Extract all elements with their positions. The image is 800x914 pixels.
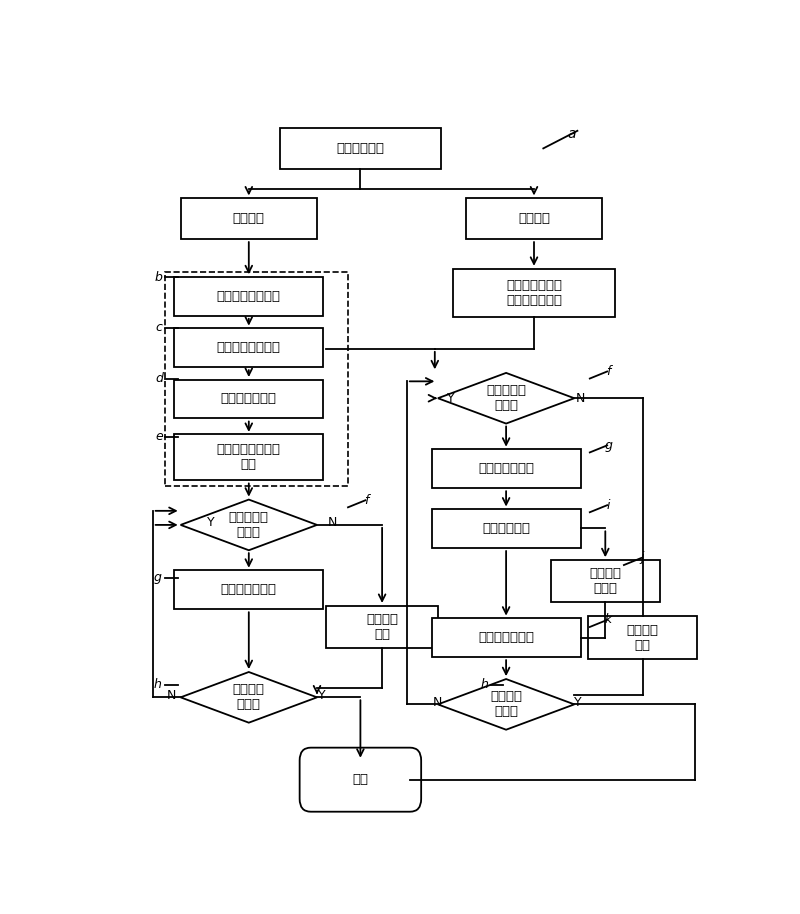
Text: 弹出错误
提示: 弹出错误 提示 <box>626 623 658 652</box>
Text: 停止键是
否按下: 停止键是 否按下 <box>233 684 265 711</box>
Text: Y: Y <box>574 696 582 709</box>
Text: k: k <box>605 613 612 626</box>
Text: 提取图像是
否正确: 提取图像是 否正确 <box>229 511 269 539</box>
FancyBboxPatch shape <box>432 618 581 657</box>
Text: f: f <box>606 365 610 378</box>
FancyBboxPatch shape <box>174 379 323 419</box>
Text: a: a <box>567 127 575 142</box>
Polygon shape <box>438 373 574 423</box>
Text: b: b <box>155 271 163 283</box>
Text: N: N <box>328 516 337 529</box>
Polygon shape <box>438 679 574 729</box>
Text: 选择生成图像文件
路径: 选择生成图像文件 路径 <box>217 443 281 472</box>
FancyBboxPatch shape <box>466 198 602 239</box>
FancyBboxPatch shape <box>280 128 441 169</box>
FancyBboxPatch shape <box>432 450 581 488</box>
Text: h: h <box>154 678 162 691</box>
Text: 获取并显示截图: 获取并显示截图 <box>478 462 534 475</box>
Text: g: g <box>605 439 612 452</box>
FancyBboxPatch shape <box>174 434 323 480</box>
FancyBboxPatch shape <box>326 606 438 648</box>
FancyBboxPatch shape <box>174 277 323 315</box>
FancyBboxPatch shape <box>432 509 581 547</box>
Text: 提取图像是
否正确: 提取图像是 否正确 <box>486 384 526 412</box>
Text: 配置图像采集卡: 配置图像采集卡 <box>221 392 277 406</box>
Text: g: g <box>154 571 162 584</box>
FancyBboxPatch shape <box>174 328 323 367</box>
Text: 选择生成表格路径: 选择生成表格路径 <box>217 341 281 354</box>
Text: 与左边虚线框内
相同的处理过程: 与左边虚线框内 相同的处理过程 <box>506 279 562 307</box>
FancyBboxPatch shape <box>300 748 421 812</box>
Text: i: i <box>606 499 610 512</box>
Text: 填写测试区域信息: 填写测试区域信息 <box>217 290 281 303</box>
Text: 数据导入表格中: 数据导入表格中 <box>478 631 534 644</box>
Text: N: N <box>434 696 442 709</box>
Text: Y: Y <box>206 516 214 529</box>
Text: 获取并显示截图: 获取并显示截图 <box>221 583 277 596</box>
Text: c: c <box>155 322 162 335</box>
Text: 结束: 结束 <box>352 773 368 786</box>
Text: Y: Y <box>318 689 326 702</box>
Text: 实时测量: 实时测量 <box>518 212 550 225</box>
Text: d: d <box>155 372 163 385</box>
Text: 选择工作模式: 选择工作模式 <box>336 142 384 154</box>
Text: j: j <box>641 551 644 565</box>
FancyBboxPatch shape <box>174 570 323 609</box>
Text: N: N <box>576 392 585 405</box>
FancyBboxPatch shape <box>181 198 317 239</box>
Text: e: e <box>155 430 162 443</box>
Text: N: N <box>166 689 176 702</box>
Text: 图像处理过程: 图像处理过程 <box>482 522 530 535</box>
Text: 定位测量: 定位测量 <box>233 212 265 225</box>
Text: 弹出错误
提示: 弹出错误 提示 <box>366 613 398 641</box>
Text: Y: Y <box>446 392 454 405</box>
FancyBboxPatch shape <box>551 560 659 602</box>
FancyBboxPatch shape <box>454 269 614 316</box>
Text: 用滑动条
来显示: 用滑动条 来显示 <box>590 568 622 595</box>
FancyBboxPatch shape <box>588 616 697 659</box>
Text: h: h <box>481 678 488 691</box>
Text: f: f <box>365 494 369 506</box>
Text: 停止键是
否按下: 停止键是 否按下 <box>490 690 522 718</box>
Polygon shape <box>181 672 317 723</box>
Polygon shape <box>181 500 317 550</box>
